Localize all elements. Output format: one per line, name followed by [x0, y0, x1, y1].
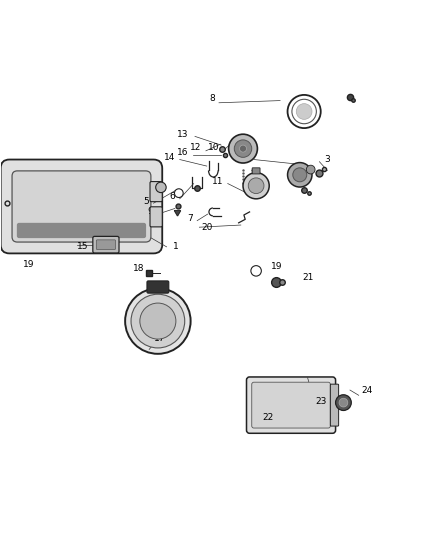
- Text: 8: 8: [209, 94, 215, 103]
- Text: 6: 6: [170, 192, 175, 201]
- Text: 16: 16: [177, 149, 188, 157]
- Circle shape: [306, 165, 315, 174]
- Text: 5: 5: [143, 197, 149, 206]
- Text: 23: 23: [315, 397, 326, 406]
- Circle shape: [243, 173, 269, 199]
- FancyBboxPatch shape: [247, 377, 336, 433]
- FancyBboxPatch shape: [12, 171, 151, 242]
- Text: 1: 1: [173, 243, 179, 252]
- Text: 22: 22: [263, 413, 274, 422]
- Circle shape: [131, 294, 185, 348]
- Text: 18: 18: [133, 264, 145, 273]
- Circle shape: [288, 163, 312, 187]
- Circle shape: [234, 140, 252, 157]
- Circle shape: [125, 288, 191, 354]
- Text: 3: 3: [324, 155, 329, 164]
- Text: 24: 24: [361, 386, 372, 395]
- Text: 19: 19: [22, 260, 34, 269]
- FancyBboxPatch shape: [147, 281, 169, 293]
- Text: 13: 13: [177, 130, 188, 139]
- Circle shape: [293, 168, 307, 182]
- Text: 15: 15: [77, 243, 88, 252]
- Text: 10: 10: [208, 143, 219, 152]
- Circle shape: [248, 178, 264, 193]
- FancyBboxPatch shape: [17, 223, 146, 238]
- Text: 20: 20: [201, 223, 213, 232]
- Circle shape: [339, 398, 348, 407]
- Circle shape: [140, 303, 176, 339]
- FancyBboxPatch shape: [330, 384, 339, 426]
- Text: 7: 7: [187, 214, 193, 223]
- FancyBboxPatch shape: [150, 207, 162, 227]
- FancyBboxPatch shape: [93, 236, 119, 253]
- Circle shape: [155, 182, 166, 192]
- Circle shape: [240, 145, 247, 152]
- Circle shape: [229, 134, 258, 163]
- FancyBboxPatch shape: [1, 159, 162, 253]
- Text: 21: 21: [302, 273, 313, 282]
- FancyBboxPatch shape: [252, 168, 260, 174]
- Text: 11: 11: [212, 177, 223, 186]
- Text: 4: 4: [297, 168, 303, 177]
- Polygon shape: [174, 211, 180, 216]
- Text: 14: 14: [164, 153, 175, 162]
- Text: 9: 9: [148, 207, 153, 216]
- Text: 2: 2: [244, 151, 250, 160]
- Text: 19: 19: [271, 262, 282, 271]
- Text: 17: 17: [153, 334, 165, 343]
- FancyBboxPatch shape: [252, 382, 330, 428]
- FancyBboxPatch shape: [96, 240, 116, 249]
- Text: 12: 12: [190, 143, 201, 152]
- FancyBboxPatch shape: [150, 182, 162, 201]
- Circle shape: [296, 103, 312, 119]
- Circle shape: [336, 395, 351, 410]
